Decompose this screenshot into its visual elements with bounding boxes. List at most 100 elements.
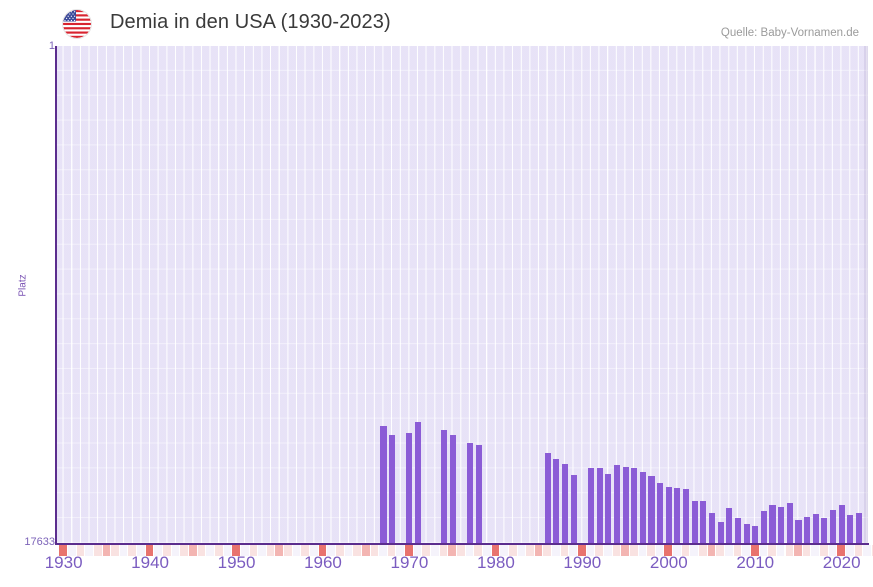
- bar: [657, 483, 664, 543]
- axis-marker: [465, 545, 474, 556]
- axis-marker: [517, 545, 526, 556]
- axis-marker: [768, 545, 776, 556]
- axis-marker: [292, 545, 301, 556]
- y-tick-bottom: 17633: [24, 536, 55, 548]
- x-tick-label: 1970: [390, 553, 429, 572]
- axis-marker: [258, 545, 266, 556]
- bar: [440, 430, 448, 543]
- axis-marker: [785, 545, 794, 556]
- axis-marker: [102, 545, 111, 556]
- x-tick-label: 1960: [304, 553, 342, 572]
- axis-marker: [327, 545, 335, 556]
- axis-marker: [379, 545, 387, 556]
- bar: [562, 464, 569, 543]
- axis-marker: [543, 545, 552, 556]
- axis-marker: [742, 545, 750, 556]
- axis-marker: [456, 545, 465, 556]
- bar: [380, 426, 387, 543]
- axis-marker: [275, 545, 284, 556]
- axis-marker: [318, 545, 327, 556]
- axis-marker: [820, 545, 828, 556]
- axis-marker: [310, 545, 318, 556]
- axis-marker: [707, 545, 716, 556]
- bar: [449, 435, 456, 543]
- axis-marker: [145, 545, 154, 556]
- bar: [631, 468, 638, 543]
- axis-marker: [188, 545, 197, 556]
- axis-marker: [871, 545, 873, 556]
- bar: [795, 520, 802, 543]
- axis-marker: [500, 545, 508, 556]
- axis-marker: [396, 545, 405, 556]
- axis-marker: [776, 545, 785, 556]
- bar: [639, 472, 646, 543]
- axis-marker: [724, 545, 733, 556]
- source-attribution: Quelle: Baby-Vornamen.de: [720, 27, 859, 39]
- chart-header: Demia in den USA (1930-2023) Quelle: Bab…: [0, 0, 873, 44]
- axis-marker: [240, 545, 249, 556]
- axis-marker: [387, 545, 396, 556]
- bar: [734, 518, 741, 543]
- bar: [769, 505, 776, 543]
- axis-marker: [491, 545, 500, 556]
- bar: [683, 489, 690, 543]
- axis-marker: [863, 545, 871, 556]
- x-tick-label: 2000: [649, 553, 688, 572]
- axis-marker: [482, 545, 491, 556]
- bar: [830, 510, 837, 543]
- axis-marker: [413, 545, 422, 556]
- grid-cell-tint: [55, 46, 868, 543]
- bar: [752, 526, 759, 543]
- y-axis-line: [55, 46, 57, 544]
- bar: [466, 443, 473, 543]
- axis-marker: [93, 545, 102, 556]
- axis-marker: [249, 545, 258, 556]
- bar: [406, 433, 413, 543]
- x-tick-label: 1950: [217, 553, 256, 572]
- axis-marker: [266, 545, 275, 556]
- bar: [838, 505, 845, 543]
- axis-marker: [578, 545, 586, 556]
- bar: [605, 474, 612, 543]
- axis-marker: [828, 545, 837, 556]
- axis-marker: [119, 545, 128, 556]
- bar: [786, 503, 793, 543]
- axis-marker: [586, 545, 595, 556]
- bar: [648, 476, 655, 543]
- axis-marker: [802, 545, 811, 556]
- axis-marker: [811, 545, 820, 556]
- bar: [804, 517, 811, 543]
- axis-marker: [111, 545, 119, 556]
- axis-marker: [154, 545, 163, 556]
- axis-marker: [655, 545, 664, 556]
- axis-marker: [629, 545, 638, 556]
- axis-marker: [612, 545, 621, 556]
- y-axis-title: Platz: [17, 274, 29, 297]
- bar: [674, 488, 681, 543]
- bar: [587, 468, 595, 543]
- bar: [475, 445, 482, 543]
- axis-marker: [223, 545, 232, 556]
- axis-marker: [699, 545, 707, 556]
- bar: [847, 515, 854, 543]
- bar: [726, 508, 733, 543]
- axis-marker: [85, 545, 93, 556]
- axis-marker: [284, 545, 292, 556]
- axis-marker: [854, 545, 863, 556]
- bar: [553, 459, 560, 543]
- axis-marker: [76, 545, 85, 556]
- axis-marker: [569, 545, 578, 556]
- x-tick-label: 2010: [736, 553, 775, 572]
- bar: [613, 465, 620, 543]
- axis-marker: [837, 545, 845, 556]
- axis-marker: [846, 545, 854, 556]
- axis-marker: [750, 545, 759, 556]
- us-flag-icon: [63, 10, 91, 38]
- axis-marker: [361, 545, 370, 556]
- axis-marker: [794, 545, 802, 556]
- bar: [821, 518, 828, 543]
- axis-marker: [664, 545, 673, 556]
- bar: [622, 467, 629, 543]
- axis-marker: [595, 545, 603, 556]
- bar: [415, 422, 422, 543]
